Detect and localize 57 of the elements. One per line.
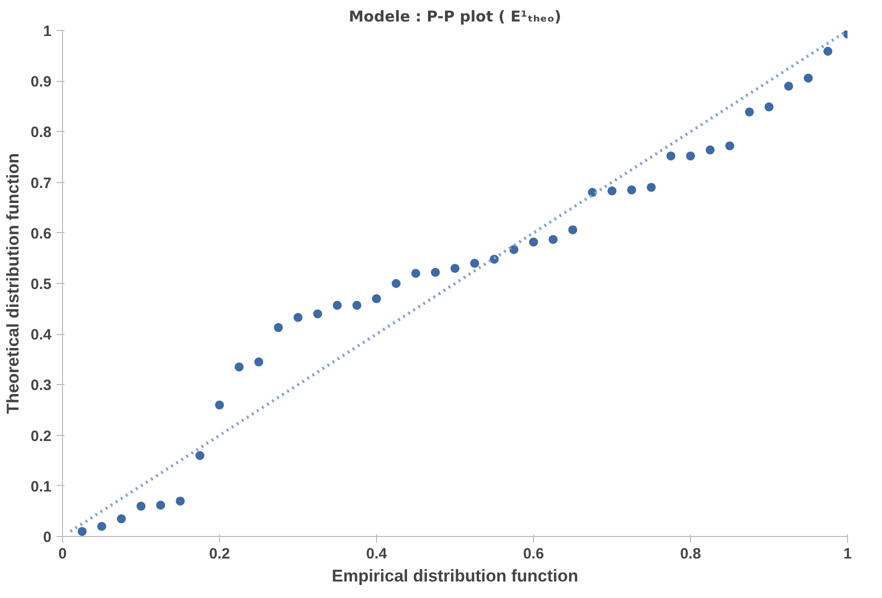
point bbox=[784, 82, 794, 91]
point bbox=[706, 145, 715, 154]
point bbox=[372, 294, 381, 304]
y-tick-label: 0.9 bbox=[30, 74, 52, 91]
point bbox=[156, 500, 166, 510]
point bbox=[725, 141, 734, 150]
x-tick-label: 0.8 bbox=[680, 546, 701, 562]
point bbox=[411, 268, 420, 278]
point bbox=[274, 323, 283, 332]
y-tick-label: 0.1 bbox=[30, 478, 52, 496]
point bbox=[313, 309, 322, 318]
x-axis-title: Empirical distribution function bbox=[332, 566, 578, 586]
y-tick-label: 1 bbox=[43, 23, 52, 40]
point bbox=[116, 514, 126, 524]
point bbox=[332, 300, 342, 310]
point bbox=[509, 245, 518, 254]
y-tick-label: 0.6 bbox=[30, 225, 52, 242]
chart-title: Modele : P-P plot ( E¹ₜₕₑₒ) bbox=[348, 8, 562, 26]
point bbox=[195, 451, 204, 460]
point bbox=[215, 400, 224, 410]
y-tick-label: 0 bbox=[43, 529, 52, 546]
y-tick-label: 0.5 bbox=[30, 276, 52, 293]
point bbox=[823, 46, 832, 56]
point bbox=[666, 151, 676, 160]
point bbox=[608, 186, 616, 196]
point bbox=[430, 268, 440, 277]
y-tick-label: 0.2 bbox=[30, 428, 52, 445]
x-tick-label: 0.2 bbox=[209, 546, 230, 562]
y-tick-label: 0.8 bbox=[30, 124, 52, 142]
x-tick-label: 0 bbox=[58, 546, 67, 562]
y-tick-label: 0.4 bbox=[30, 326, 52, 344]
point bbox=[568, 225, 578, 234]
point bbox=[744, 107, 754, 116]
point bbox=[294, 312, 302, 322]
point bbox=[450, 264, 460, 273]
x-tick-label: 0.6 bbox=[523, 546, 544, 562]
point bbox=[176, 496, 185, 506]
point bbox=[78, 526, 87, 536]
point bbox=[646, 182, 656, 192]
y-tick-label: 0.7 bbox=[30, 174, 52, 192]
x-tick-label: 1 bbox=[843, 546, 852, 562]
point bbox=[548, 234, 558, 244]
point bbox=[804, 74, 813, 83]
y-axis-title: Theoretical distribution function bbox=[4, 153, 23, 414]
y-tick-label: 0.3 bbox=[30, 377, 52, 394]
point bbox=[352, 300, 362, 310]
point bbox=[392, 279, 401, 288]
x-tick-label: 0.4 bbox=[366, 546, 388, 562]
point bbox=[97, 522, 106, 531]
point bbox=[764, 102, 774, 112]
point bbox=[529, 238, 538, 246]
point bbox=[234, 362, 244, 372]
point bbox=[136, 502, 146, 511]
point bbox=[254, 357, 264, 366]
point bbox=[470, 258, 480, 268]
point bbox=[686, 151, 695, 160]
point bbox=[627, 185, 636, 194]
